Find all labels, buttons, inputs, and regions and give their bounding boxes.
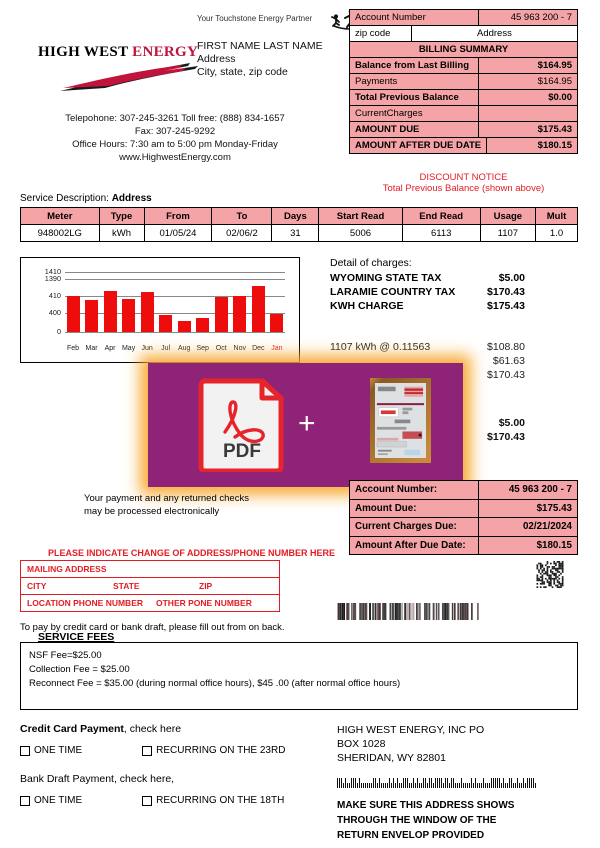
svg-text:PDF: PDF bbox=[223, 441, 261, 462]
